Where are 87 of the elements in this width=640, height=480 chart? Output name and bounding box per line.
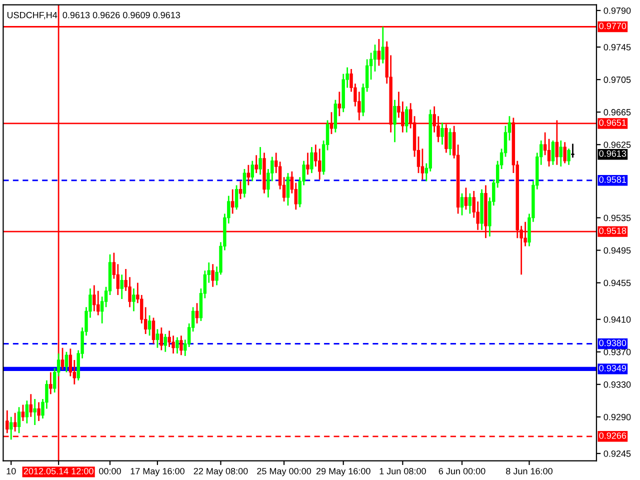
x-tick-label: 8 Jun 16:00 [506, 468, 552, 474]
candlestick [559, 140, 562, 168]
candlestick [567, 148, 570, 166]
candlestick [551, 140, 555, 166]
candlestick [37, 402, 40, 422]
y-tick-label: 0.9790 [604, 7, 631, 14]
candlestick [148, 314, 152, 336]
candlestick [176, 336, 179, 354]
candlestick [460, 192, 464, 216]
y-tick-label: 0.9535 [604, 214, 631, 222]
y-tick-label: 0.9290 [604, 414, 631, 420]
x-tick-label: 10 [6, 468, 16, 474]
candlestick [60, 347, 64, 370]
candlestick [156, 328, 160, 349]
ref-line-label: 0.9266 [599, 432, 626, 439]
candlestick [17, 406, 21, 434]
candlestick [29, 393, 32, 418]
candlestick [211, 263, 214, 288]
y-tick-label: 0.9455 [604, 280, 631, 286]
candlestick [152, 317, 156, 344]
candlestick [195, 302, 199, 324]
candlestick [21, 404, 25, 422]
candlestick [116, 263, 120, 296]
candlestick [33, 398, 36, 426]
candlestick [242, 168, 246, 198]
ref-line-label: 0.9651 [599, 120, 626, 126]
candlestick [64, 351, 68, 373]
y-tick-label: 0.9625 [604, 142, 631, 148]
y-tick-label: 0.9410 [604, 316, 631, 323]
candlestick [393, 99, 396, 143]
ref-line-label: 0.9349 [599, 364, 626, 372]
candlestick [25, 400, 29, 424]
candlestick [250, 160, 254, 182]
candlestick [246, 164, 250, 186]
x-tick-label: 1 Jun 08:00 [380, 468, 426, 474]
x-tick-label: 17 May 16:00 [130, 468, 184, 476]
y-tick-label: 0.9745 [604, 44, 631, 50]
candlestick [377, 38, 381, 66]
candlestick [160, 326, 164, 351]
candlestick [164, 333, 167, 353]
candlestick [72, 359, 76, 386]
candlestick [420, 148, 424, 180]
candlestick [9, 416, 13, 440]
candlestick [172, 334, 175, 354]
candlestick [563, 141, 566, 164]
candlestick [468, 192, 472, 214]
x-tick-label: 22 May 08:00 [194, 468, 248, 476]
y-tick-label: 0.9330 [604, 381, 631, 388]
x-tick-label: 2012.05.14 12:00 [24, 468, 94, 474]
candlestick [405, 106, 408, 134]
text: USDCHF,H4 0.9613 0.9626 0.9609 0.9613 [7, 12, 180, 20]
text: 0.9613 [599, 150, 626, 157]
candlestick [464, 186, 468, 210]
candlestick [310, 146, 314, 174]
ref-line-label: 0.9518 [599, 228, 626, 234]
candlestick [238, 180, 242, 200]
y-tick-label: 0.9370 [604, 348, 631, 356]
x-tick-label: 29 May 16:00 [316, 468, 370, 476]
x-tick-label: 25 May 00:00 [257, 468, 312, 476]
y-tick-label: 0.9705 [604, 76, 631, 83]
candlestick [381, 26, 385, 64]
candlestick [230, 188, 234, 214]
ref-line-label: 0.9581 [599, 176, 626, 183]
candlestick [448, 128, 452, 156]
candlestick [440, 122, 444, 146]
candlestick [49, 372, 52, 395]
y-tick-label: 0.9495 [604, 247, 631, 254]
candlestick [338, 91, 342, 117]
x-tick-label: 6 Jun 00:00 [438, 468, 486, 474]
candlestick [306, 152, 310, 176]
candlestick [286, 172, 290, 206]
candlestick [254, 154, 258, 174]
candlestick [6, 410, 9, 434]
candlestick [92, 284, 96, 312]
candlestick [258, 146, 262, 176]
ref-line-label: 0.9380 [599, 340, 626, 346]
candlestick [234, 184, 238, 210]
y-tick-label: 0.9665 [604, 109, 631, 116]
ref-line-label: 0.9770 [599, 22, 626, 30]
candlestick [373, 44, 377, 72]
candlestick [132, 288, 136, 312]
candlestick [180, 334, 183, 356]
x-tick-label: 00:00 [99, 468, 121, 474]
y-tick-label: 0.9245 [604, 450, 631, 457]
candlestick [318, 148, 322, 180]
candlestick [120, 274, 124, 300]
candlestick [13, 412, 17, 432]
